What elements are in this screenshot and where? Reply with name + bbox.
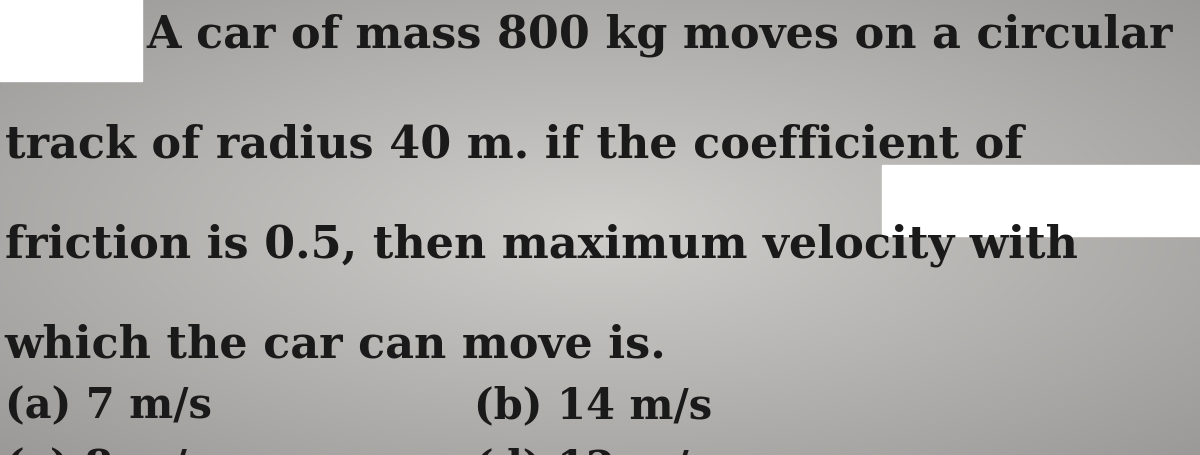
- Text: friction is 0.5, then maximum velocity with: friction is 0.5, then maximum velocity w…: [5, 223, 1078, 266]
- Text: (d) 12 m/s: (d) 12 m/s: [474, 446, 713, 455]
- Bar: [882, 166, 1200, 237]
- Text: (b) 14 m/s: (b) 14 m/s: [474, 384, 713, 426]
- Text: (c) 8 m/s: (c) 8 m/s: [5, 446, 210, 455]
- Text: A car of mass 800 kg moves on a circular: A car of mass 800 kg moves on a circular: [146, 14, 1172, 57]
- Text: (a) 7 m/s: (a) 7 m/s: [5, 384, 212, 426]
- Text: track of radius 40 m. if the coefficient of: track of radius 40 m. if the coefficient…: [5, 123, 1024, 166]
- Bar: [0, 0, 142, 82]
- Text: which the car can move is.: which the car can move is.: [5, 323, 666, 366]
